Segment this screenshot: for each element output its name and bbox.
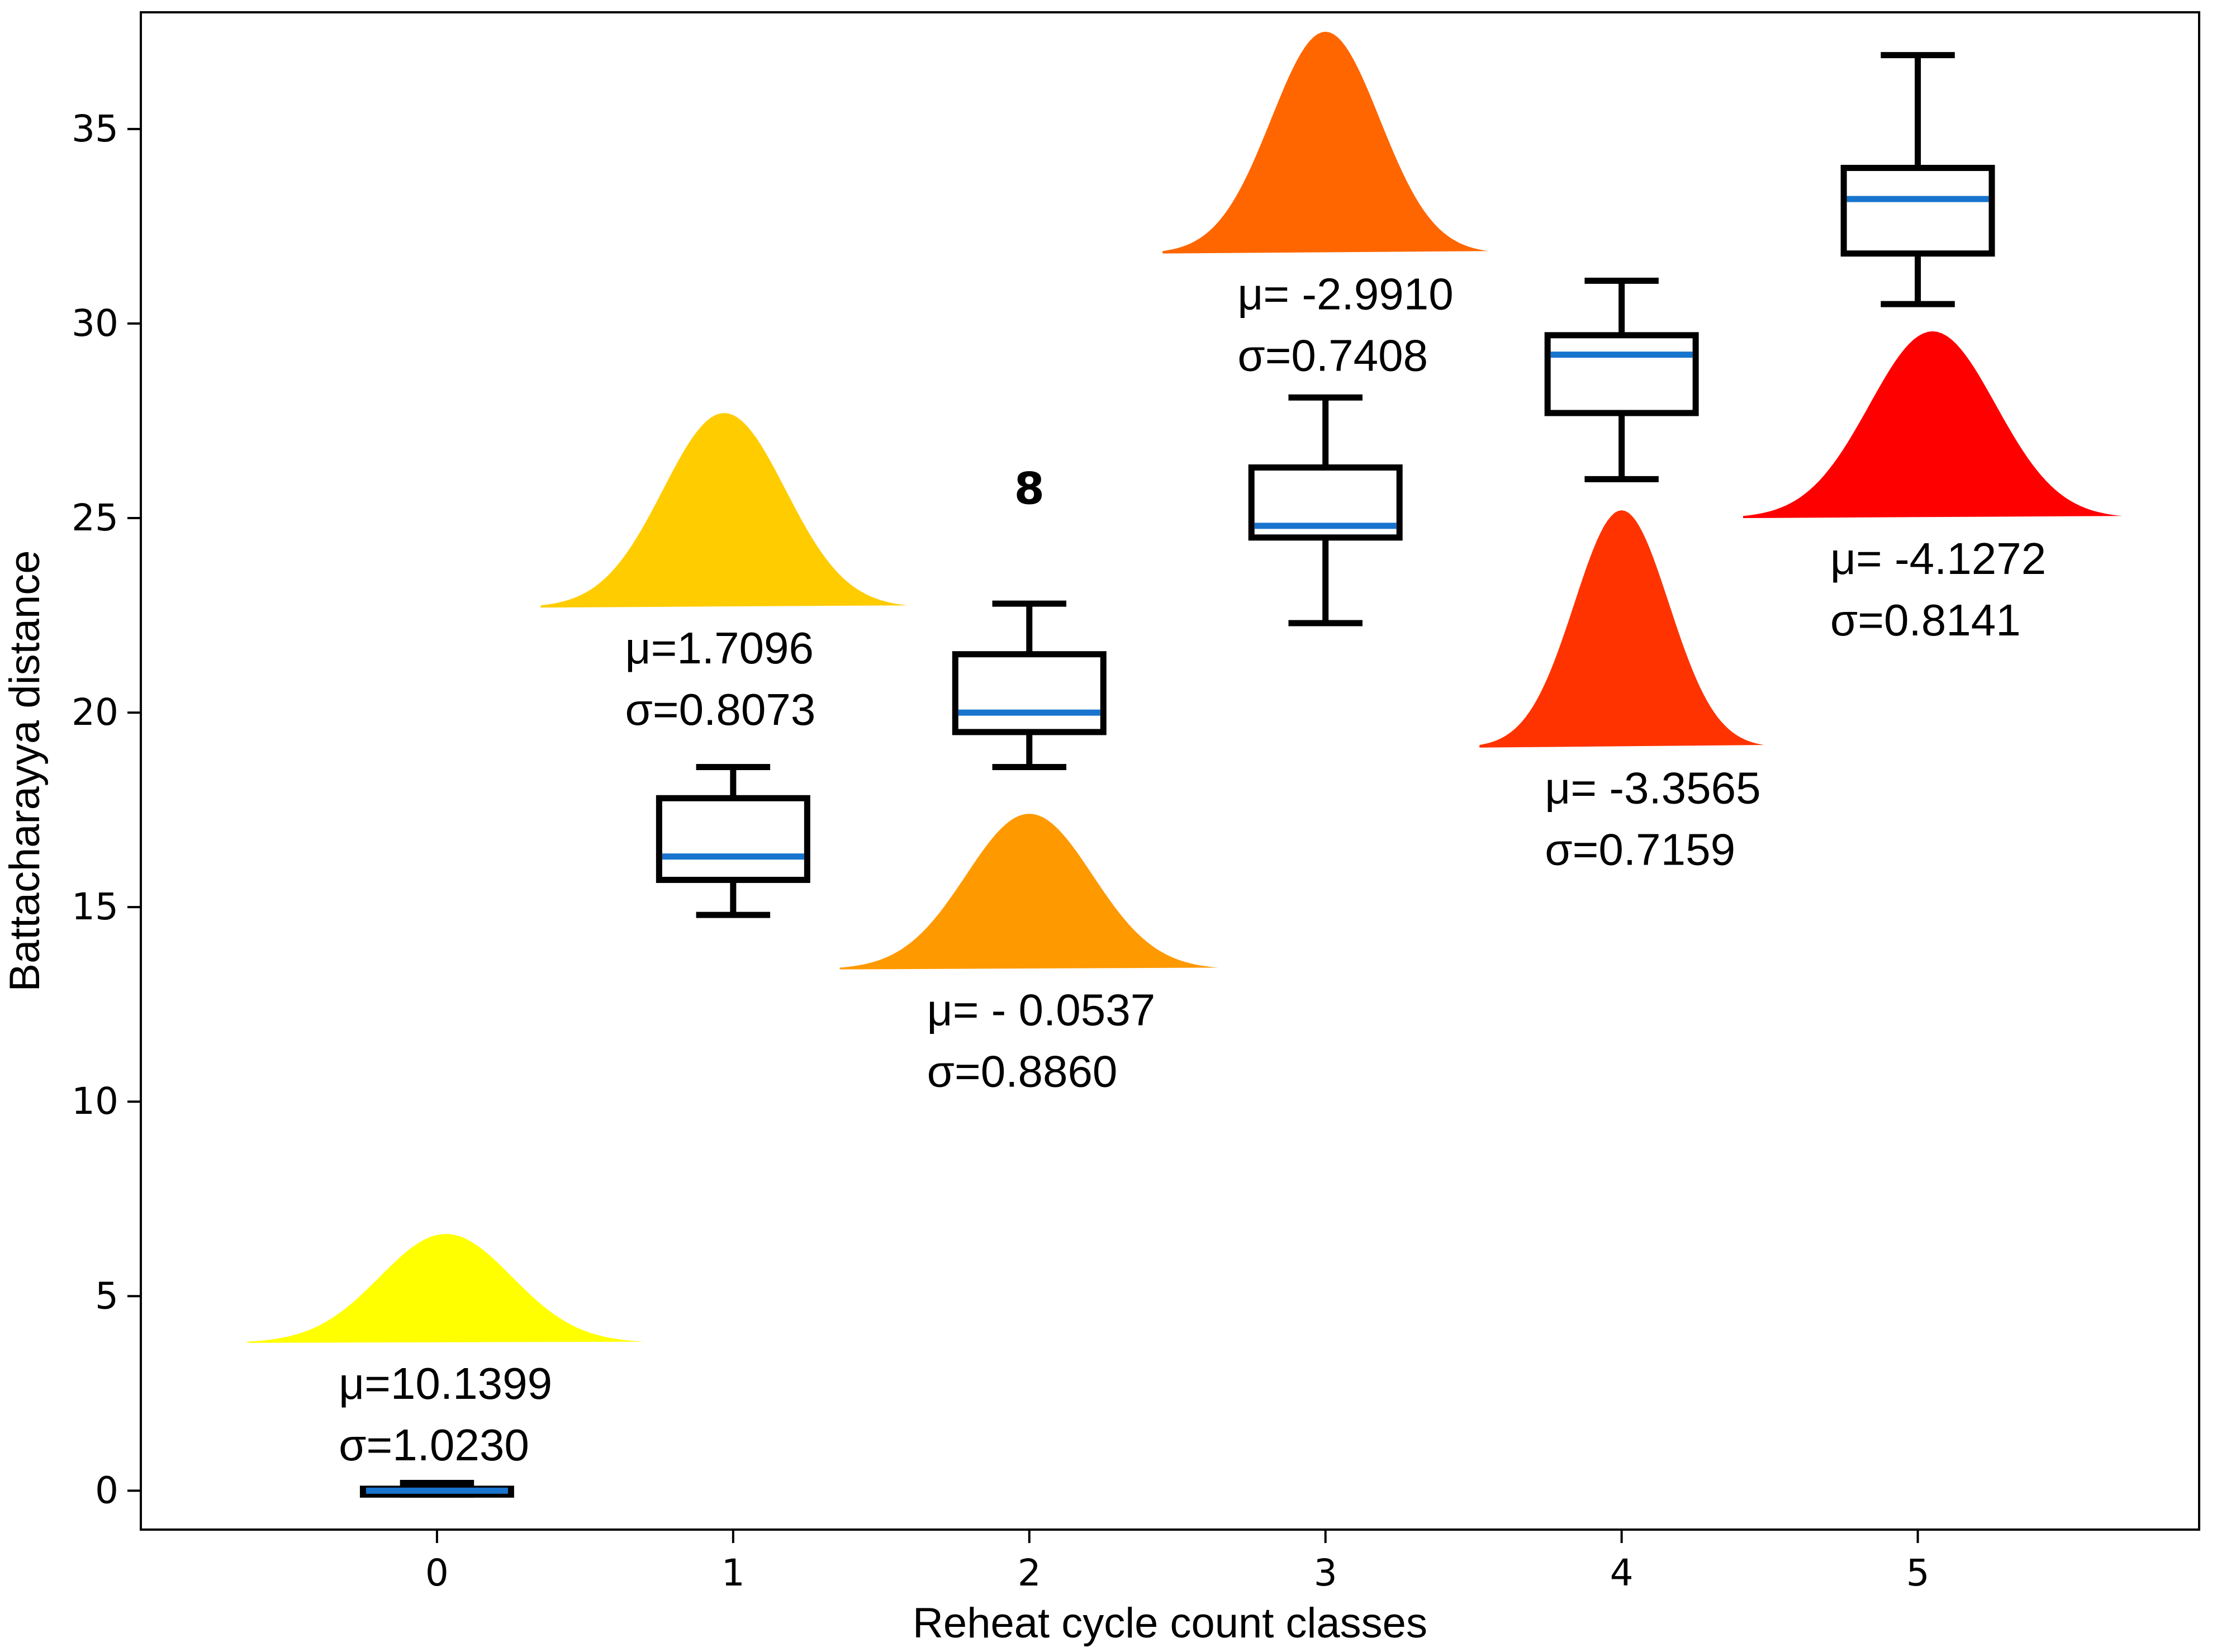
x-tick-label-1: 1 <box>721 1551 745 1594</box>
box-body <box>952 651 1107 735</box>
y-tick-label-0: 0 <box>95 1469 118 1512</box>
mu-label-1: μ=1.7096 <box>625 623 814 673</box>
annotation-layer: μ=10.1399 σ=1.0230 μ=1.7096 σ=0.8073 μ= - 0.… <box>339 269 2046 1470</box>
distribution-2 <box>839 814 1219 970</box>
x-tick-label-5: 5 <box>1906 1551 1930 1594</box>
x-tick-label-3: 3 <box>1314 1551 1337 1594</box>
sigma-label-1: σ=0.8073 <box>625 685 816 734</box>
sigma-label-4: σ=0.7159 <box>1545 825 1735 875</box>
mu-label-2: μ= - 0.0537 <box>927 985 1156 1035</box>
box-4 <box>1544 277 1699 482</box>
distribution-3 <box>1162 31 1489 254</box>
x-tick-label-4: 4 <box>1610 1551 1634 1594</box>
x-tick-label-2: 2 <box>1018 1551 1041 1594</box>
sigma-label-2: σ=0.8860 <box>927 1047 1118 1096</box>
y-tick-label-30: 30 <box>72 302 118 345</box>
sigma-label-5: σ=0.8141 <box>1830 595 2021 645</box>
plot-frame <box>140 11 2200 1531</box>
boxplot-layer: 8 <box>359 52 1995 1498</box>
sigma-label-3: σ=0.7408 <box>1237 331 1428 381</box>
mu-label-4: μ= -3.3565 <box>1545 763 1760 813</box>
distribution-4 <box>1479 510 1764 748</box>
distribution-0 <box>247 1233 644 1343</box>
mu-label-3: μ= -2.9910 <box>1237 269 1453 319</box>
y-tick-label-20: 20 <box>72 691 118 734</box>
box-2 <box>952 600 1107 771</box>
sigma-label-0: σ=1.0230 <box>339 1420 529 1470</box>
box-5 <box>1840 52 1995 307</box>
y-axis-label: Battacharayya distance <box>1 550 49 991</box>
x-tick-label-0: 0 <box>425 1551 449 1594</box>
y-axis-ticks: 0 5 10 15 20 25 30 35 <box>72 107 141 1512</box>
x-axis-ticks: 0 1 2 3 4 5 <box>425 1530 1930 1594</box>
box-body <box>656 795 810 883</box>
box-body <box>1544 332 1699 416</box>
mu-label-0: μ=10.1399 <box>339 1359 552 1408</box>
box-0 <box>359 1479 514 1498</box>
distribution-5 <box>1743 331 2123 518</box>
y-tick-label-25: 25 <box>72 496 118 539</box>
distribution-1 <box>540 413 908 608</box>
y-tick-label-35: 35 <box>72 107 118 150</box>
box-1 <box>656 764 810 918</box>
y-tick-label-15: 15 <box>72 885 118 928</box>
box-3 <box>1248 394 1403 626</box>
y-tick-label-5: 5 <box>95 1274 118 1317</box>
mu-label-5: μ= -4.1272 <box>1830 534 2046 583</box>
distribution-layer <box>247 31 2123 1343</box>
y-tick-label-10: 10 <box>72 1080 118 1123</box>
box-body <box>1840 164 1995 257</box>
x-axis-label: Reheat cycle count classes <box>913 1599 1427 1647</box>
outlier-2: 8 <box>1014 464 1045 514</box>
